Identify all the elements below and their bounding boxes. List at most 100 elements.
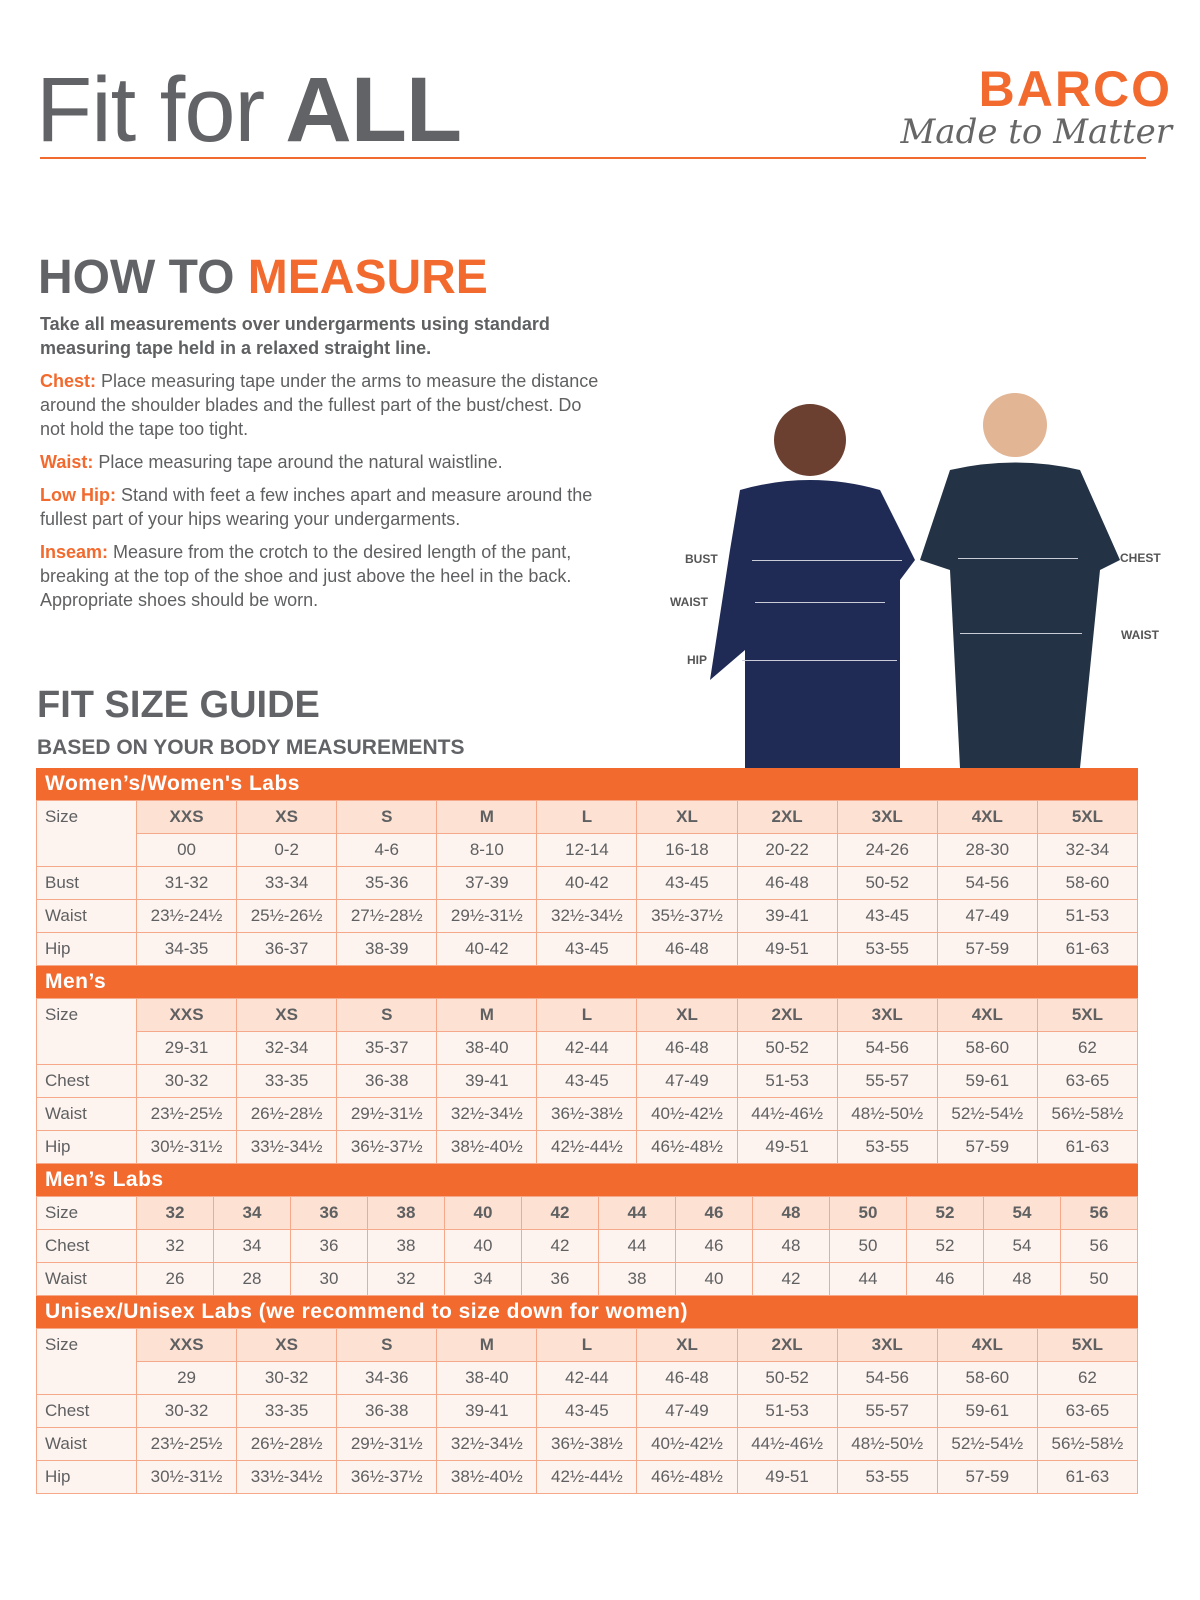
- table-cell: 36-38: [336, 1394, 438, 1428]
- table-cell: 30: [290, 1262, 368, 1296]
- table-cell: 52½-54½: [936, 1097, 1038, 1131]
- table-cell: 24-26: [836, 833, 938, 867]
- table-cell: 37-39: [436, 866, 538, 900]
- size-table: Size XXS XS S M L XL 2XL 3XL 4XL 5XL 29 30-32 34-36 38…: [36, 1328, 1139, 1494]
- size-table: Size XXS XS S M L XL 2XL 3XL 4XL 5XL 00 0-2 4-6 8-10 12…: [36, 800, 1139, 966]
- table-cell: 40: [675, 1262, 753, 1296]
- table-cell: 43-45: [536, 1394, 638, 1428]
- table-cell: 39-41: [736, 899, 838, 933]
- table-cell: 46: [906, 1262, 984, 1296]
- size-cell: 4XL: [936, 998, 1038, 1032]
- table-cell: 50: [1060, 1262, 1138, 1296]
- table-cell: 44: [598, 1229, 676, 1263]
- table-cell: 56½-58½: [1036, 1427, 1139, 1461]
- table-cell: 32½-34½: [436, 1097, 538, 1131]
- table-cell: 38-40: [436, 1361, 538, 1395]
- row-label: Hip: [36, 932, 137, 966]
- table-cell: 23½-25½: [135, 1427, 238, 1461]
- table-row: Size XXS XS S M L XL 2XL 3XL 4XL 5XL: [36, 800, 1139, 867]
- divider: [40, 157, 1146, 159]
- table-cell: 36½-38½: [536, 1097, 638, 1131]
- size-cell: 38: [367, 1196, 445, 1230]
- table-cell: 58-60: [1036, 866, 1139, 900]
- row-label: Waist: [36, 1427, 137, 1461]
- table-cell: 54: [983, 1229, 1061, 1263]
- table-cell: 50-52: [836, 866, 938, 900]
- table-cell: 42-44: [536, 1031, 638, 1065]
- size-cell: 56: [1060, 1196, 1138, 1230]
- fit-size-guide-heading: FIT SIZE GUIDE: [37, 684, 320, 726]
- size-cell: XS: [236, 998, 338, 1032]
- table-cell: 46-48: [736, 866, 838, 900]
- table-cell: 28: [213, 1262, 291, 1296]
- table-cell: 23½-25½: [135, 1097, 238, 1131]
- table-cell: 49-51: [736, 1130, 838, 1164]
- table-row: Waist 23½-25½ 26½-28½ 29½-31½ 32½-34½ 36½-38½…: [36, 1097, 1139, 1131]
- size-tables: Women’s/Women's Labs Size XXS XS S M L XL 2XL 3XL…: [36, 768, 1139, 1494]
- table-cell: 36½-37½: [336, 1460, 438, 1494]
- table-cell: 50-52: [736, 1361, 838, 1395]
- table-cell: 30-32: [135, 1394, 238, 1428]
- size-cell: 44: [598, 1196, 676, 1230]
- table-cell: 38½-40½: [436, 1130, 538, 1164]
- table-cell: 27½-28½: [336, 899, 438, 933]
- size-cell: 5XL: [1036, 998, 1139, 1032]
- table-cell: 38-40: [436, 1031, 538, 1065]
- row-label: Size: [36, 800, 137, 867]
- table-cell: 33½-34½: [236, 1130, 338, 1164]
- table-cell: 36½-38½: [536, 1427, 638, 1461]
- row-label: Size: [36, 998, 137, 1065]
- table-cell: 12-14: [536, 833, 638, 867]
- table-cell: 36-37: [236, 932, 338, 966]
- table-row: Bust 31-32 33-34 35-36 37-39 40-42 43-45 46-48 5…: [36, 866, 1139, 900]
- table-cell: 39-41: [436, 1394, 538, 1428]
- table-cell: 44½-46½: [736, 1097, 838, 1131]
- table-cell: 61-63: [1036, 1130, 1139, 1164]
- size-cell: 46: [675, 1196, 753, 1230]
- table-cell: 43-45: [536, 1064, 638, 1098]
- table-cell: 58-60: [936, 1361, 1038, 1395]
- table-cell: 36½-37½: [336, 1130, 438, 1164]
- table-cell: 00: [135, 833, 238, 867]
- table-cell: 8-10: [436, 833, 538, 867]
- table-cell: 32½-34½: [436, 1427, 538, 1461]
- table-cell: 52: [906, 1229, 984, 1263]
- table-cell: 42-44: [536, 1361, 638, 1395]
- chest-instruction: Chest: Place measuring tape under the ar…: [40, 371, 599, 439]
- table-cell: 38½-40½: [436, 1460, 538, 1494]
- table-cell: 43-45: [536, 932, 638, 966]
- table-cell: 29½-31½: [336, 1097, 438, 1131]
- size-cell: XL: [636, 800, 738, 834]
- table-cell: 58-60: [936, 1031, 1038, 1065]
- size-cell: XS: [236, 800, 338, 834]
- size-cell: XXS: [135, 800, 238, 834]
- size-cell: XXS: [135, 1328, 238, 1362]
- table-cell: 35-36: [336, 866, 438, 900]
- table-cell: 33-35: [236, 1394, 338, 1428]
- size-cell: 2XL: [736, 998, 838, 1032]
- size-cell: M: [436, 800, 538, 834]
- table-cell: 25½-26½: [236, 899, 338, 933]
- row-label: Hip: [36, 1460, 137, 1494]
- size-cell: 3XL: [836, 998, 938, 1032]
- row-label: Chest: [36, 1064, 137, 1098]
- table-row: Waist 23½-25½ 26½-28½ 29½-31½ 32½-34½ 36½-38½…: [36, 1427, 1139, 1461]
- table-cell: 43-45: [836, 899, 938, 933]
- table-cell: 4-6: [336, 833, 438, 867]
- table-cell: 57-59: [936, 932, 1038, 966]
- table-cell: 40½-42½: [636, 1097, 738, 1131]
- table-cell: 63-65: [1036, 1394, 1139, 1428]
- waist-label-women: WAIST: [670, 595, 708, 609]
- table-cell: 61-63: [1036, 1460, 1139, 1494]
- table-cell: 33-35: [236, 1064, 338, 1098]
- table-cell: 30½-31½: [135, 1130, 238, 1164]
- table-cell: 36: [521, 1262, 599, 1296]
- table-cell: 40: [444, 1229, 522, 1263]
- table-row: Chest 30-32 33-35 36-38 39-41 43-45 47-49 51-53…: [36, 1394, 1139, 1428]
- table-cell: 28-30: [936, 833, 1038, 867]
- size-cell: 48: [752, 1196, 830, 1230]
- size-cell: 54: [983, 1196, 1061, 1230]
- table-cell: 20-22: [736, 833, 838, 867]
- table-cell: 50: [829, 1229, 907, 1263]
- table-row: Chest 32 34 36 38 40 42 44 46 48 50 52 54 56: [36, 1229, 1138, 1263]
